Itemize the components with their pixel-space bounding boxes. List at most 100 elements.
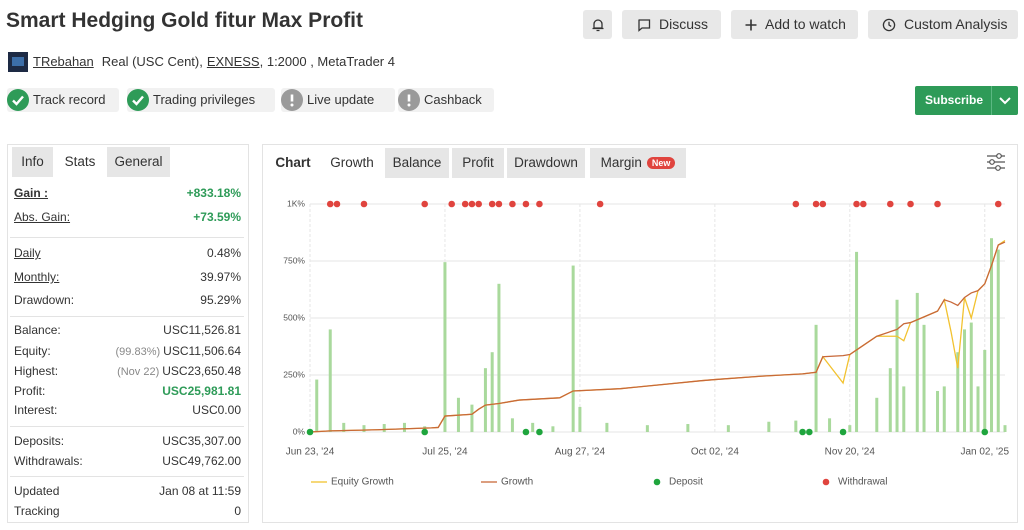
y-tick-label: 750%	[283, 255, 305, 265]
bar	[382, 424, 386, 432]
badge-label: Track record	[33, 92, 106, 107]
chart-panel	[262, 144, 1018, 523]
stats-tab[interactable]: General	[107, 147, 170, 177]
stat-label: Balance:	[14, 323, 61, 337]
stat-value: USC0.00	[192, 403, 241, 417]
account-details: , 1:2000 , MetaTrader 4	[259, 54, 395, 69]
stat-value-wrap: (Nov 22) USC23,650.48	[117, 363, 241, 380]
stats-tab[interactable]: Stats	[54, 147, 106, 177]
withdrawal-dot	[812, 200, 820, 208]
x-tick-label: Aug 27, '24	[555, 447, 606, 458]
divider	[991, 86, 992, 115]
subscribe-button[interactable]: Subscribe	[915, 86, 1018, 115]
stat-value-wrap: 0	[234, 503, 241, 519]
stat-label: Updated	[14, 484, 60, 498]
separator	[10, 316, 244, 317]
withdrawal-dot	[509, 200, 516, 208]
stat-row: Monthly: 39.97%	[14, 269, 241, 285]
account-type: Real (USC Cent),	[101, 54, 203, 69]
warning-icon	[281, 89, 303, 111]
stat-row: Tracking 0	[14, 503, 241, 519]
x-tick-label: Jan 02, '25	[960, 447, 1009, 458]
stat-label[interactable]: Abs. Gain:	[14, 210, 71, 224]
exclamation	[407, 94, 411, 107]
bar	[490, 352, 494, 432]
bar	[362, 425, 366, 432]
analysis-button[interactable]: Custom Analysis	[868, 10, 1018, 39]
separator	[10, 237, 244, 238]
stat-value: USC25,981.81	[162, 384, 241, 398]
stat-value-wrap: USC11,526.81	[163, 322, 241, 338]
withdrawal-dot	[860, 200, 867, 208]
stat-label: Equity:	[14, 344, 51, 358]
withdrawal-dot	[421, 200, 429, 208]
bar	[578, 406, 582, 432]
bar	[936, 390, 940, 432]
stat-value: 0	[234, 504, 241, 518]
withdrawal-dot	[596, 200, 604, 208]
settings-icon[interactable]	[985, 152, 1007, 172]
chart-tab-label: Growth	[330, 155, 374, 170]
bar	[895, 299, 899, 432]
withdrawal-dot	[792, 200, 800, 208]
deposit-dot	[421, 428, 429, 436]
bar	[828, 418, 832, 432]
stat-value: USC11,526.81	[163, 323, 241, 337]
withdrawal-dot	[495, 200, 503, 208]
discuss-button[interactable]: Discuss	[622, 10, 721, 39]
chart-tab[interactable]: Margin New	[590, 148, 686, 178]
stat-value-wrap: USC49,762.00	[162, 453, 241, 469]
withdrawal-dot	[326, 200, 334, 208]
stat-row: Highest: (Nov 22) USC23,650.48	[14, 363, 241, 379]
bar	[990, 238, 994, 432]
stat-label[interactable]: Monthly:	[14, 270, 60, 284]
withdrawal-dot	[819, 200, 827, 208]
plus-icon	[745, 19, 757, 31]
status-badge: Live update	[281, 88, 395, 112]
bar	[1003, 425, 1007, 432]
stats-tab[interactable]: Info	[12, 147, 53, 177]
x-tick-label: Nov 20, '24	[825, 447, 876, 458]
stat-label[interactable]: Gain :	[14, 186, 49, 200]
watch-button[interactable]: Add to watch	[731, 10, 858, 39]
stat-label: Interest:	[14, 403, 58, 417]
deposit-dot	[306, 428, 314, 436]
bar	[963, 329, 967, 432]
withdrawal-dot	[853, 200, 860, 208]
stat-value: 39.97%	[200, 270, 241, 284]
stat-row: Deposits: USC35,307.00	[14, 433, 241, 449]
broker-link[interactable]: EXNESS	[206, 54, 260, 69]
caret	[999, 97, 1011, 105]
chart-tab[interactable]: Chart	[270, 148, 316, 178]
stat-value-wrap: USC0.00	[192, 402, 241, 418]
bar	[848, 425, 852, 432]
deposit-dot	[839, 428, 847, 436]
badge-label: Live update	[307, 92, 375, 107]
button-label: Add to watch	[765, 16, 846, 32]
legend-swatch	[653, 478, 661, 486]
bar	[983, 349, 987, 432]
bar	[328, 329, 332, 432]
chart-tab-label: Balance	[392, 155, 442, 170]
account-line: TRebahan Real (USC Cent), EXNESS , 1:200…	[8, 52, 395, 72]
status-badge: Track record	[7, 88, 119, 112]
stat-value: USC23,650.48	[162, 364, 241, 378]
bar	[645, 425, 649, 432]
chart-tab[interactable]: Drawdown	[507, 148, 585, 178]
separator	[10, 476, 244, 477]
stat-value-wrap: USC35,307.00	[162, 433, 241, 449]
bar	[443, 262, 447, 432]
withdrawal-dot	[448, 200, 455, 208]
stat-label[interactable]: Daily	[14, 246, 41, 260]
chart-tab[interactable]: Balance	[385, 148, 449, 178]
notify-button[interactable]	[583, 10, 612, 39]
stats-panel	[7, 144, 249, 523]
legend-label: Deposit	[669, 477, 703, 488]
page-title: Smart Hedging Gold fitur Max Profit	[6, 9, 364, 32]
chart-tab[interactable]: Profit	[452, 148, 504, 178]
bar	[969, 322, 973, 432]
chart-tab[interactable]: Growth	[322, 148, 382, 178]
check	[12, 95, 24, 106]
user-link[interactable]: TRebahan	[33, 54, 94, 69]
bar	[470, 404, 474, 432]
